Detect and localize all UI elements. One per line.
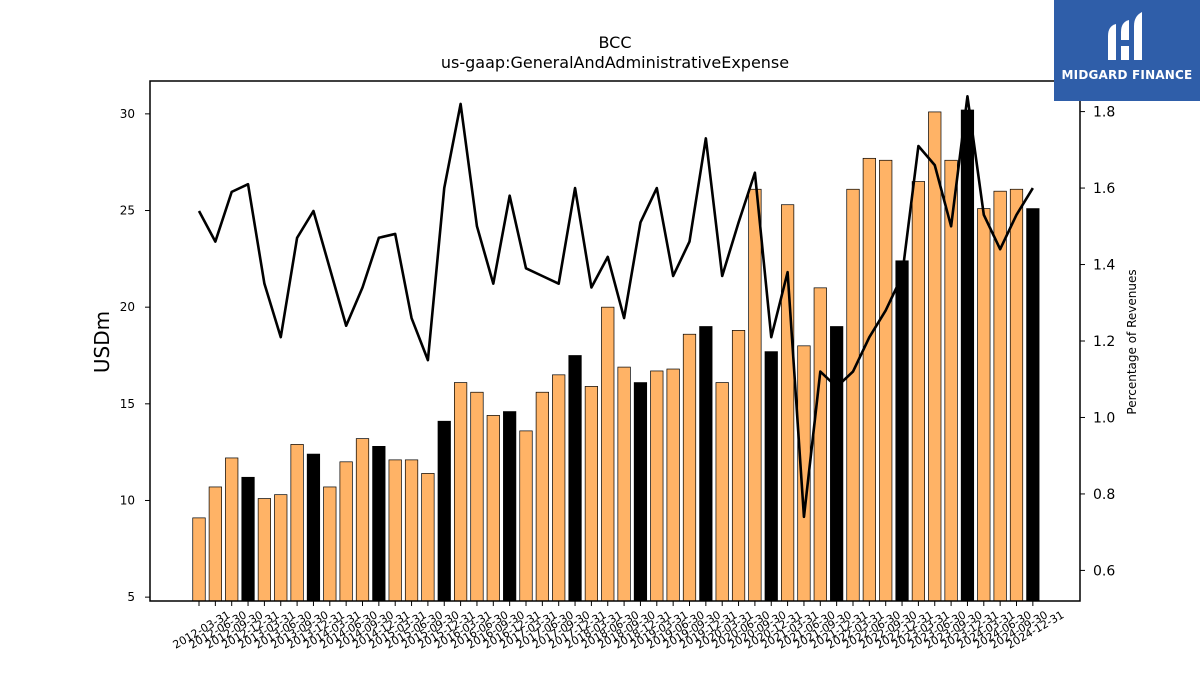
- bar: [355, 438, 370, 602]
- y2-tick-label: 1.8: [1093, 105, 1115, 121]
- bar: [535, 391, 549, 602]
- bar: [993, 190, 1007, 602]
- bar: [1026, 208, 1040, 602]
- y-tick-label: 10: [120, 493, 135, 507]
- left-y-axis: 5 10 15 20 25 30: [120, 107, 150, 604]
- bar: [731, 330, 746, 602]
- bar: [862, 157, 876, 602]
- bar: [306, 453, 321, 602]
- bar: [208, 486, 222, 602]
- bar: [290, 444, 304, 602]
- bar: [437, 420, 451, 602]
- bar: [764, 351, 778, 602]
- logo-mark-icon: [1108, 12, 1142, 60]
- y2-tick-label: 1.4: [1093, 258, 1115, 274]
- bar: [1009, 188, 1024, 602]
- y-tick-label: 5: [127, 590, 135, 604]
- bar: [633, 382, 648, 602]
- bar: [372, 446, 386, 602]
- bar: [486, 415, 500, 602]
- bar: [470, 391, 484, 602]
- bar: [552, 374, 566, 602]
- bar: [780, 204, 795, 602]
- brand-logo: MIDGARD FINANCE: [1054, 0, 1200, 101]
- bar: [650, 370, 664, 602]
- bar: [584, 386, 599, 602]
- bar-series: [192, 109, 1040, 602]
- y-tick-label: 25: [120, 204, 135, 218]
- bar: [225, 457, 239, 602]
- line-series: [197, 94, 1034, 519]
- bar: [192, 517, 206, 602]
- bar: [421, 473, 435, 602]
- bar: [813, 287, 827, 602]
- bar: [682, 333, 697, 602]
- y2-tick-label: 0.8: [1093, 487, 1115, 503]
- y2-tick-label: 1.6: [1093, 181, 1115, 197]
- y2-axis-label: Percentage of Revenues: [1125, 269, 1139, 414]
- y2-tick-label: 1.0: [1093, 410, 1115, 426]
- bar: [568, 355, 582, 602]
- bar: [960, 109, 975, 602]
- bar: [879, 159, 893, 602]
- bar: [241, 476, 255, 602]
- right-y-axis: 0.6 0.8 1.0 1.2 1.4 1.6 1.8: [1080, 105, 1115, 579]
- x-axis: 2012-03-312012-06-302012-09-302012-12-31…: [171, 601, 1066, 652]
- bar: [830, 326, 844, 602]
- y2-tick-label: 1.2: [1093, 334, 1115, 350]
- bar: [388, 459, 402, 602]
- bar: [339, 461, 353, 602]
- bar: [617, 366, 631, 602]
- series-line: [197, 94, 1034, 519]
- bar: [323, 486, 337, 602]
- bar: [895, 260, 909, 602]
- bar: [519, 430, 533, 602]
- bar: [454, 382, 468, 602]
- bar: [601, 306, 615, 602]
- bar: [748, 188, 762, 602]
- y-tick-label: 30: [120, 107, 135, 121]
- y-axis-label: USDm: [90, 311, 114, 373]
- bar: [699, 326, 713, 602]
- chart-subtitle: us-gaap:GeneralAndAdministrativeExpense: [441, 53, 789, 72]
- bar: [666, 368, 680, 602]
- bar: [846, 188, 860, 602]
- bar: [503, 411, 517, 602]
- logo-text: MIDGARD FINANCE: [1061, 68, 1193, 82]
- y2-tick-label: 0.6: [1093, 563, 1115, 579]
- bar: [911, 181, 926, 602]
- bar: [977, 208, 991, 602]
- bar: [257, 498, 271, 602]
- bar: [715, 382, 729, 602]
- chart-title: BCC: [598, 33, 631, 52]
- y-tick-label: 15: [120, 397, 135, 411]
- y-tick-label: 20: [120, 300, 135, 314]
- bar: [274, 494, 288, 602]
- bar: [404, 459, 419, 602]
